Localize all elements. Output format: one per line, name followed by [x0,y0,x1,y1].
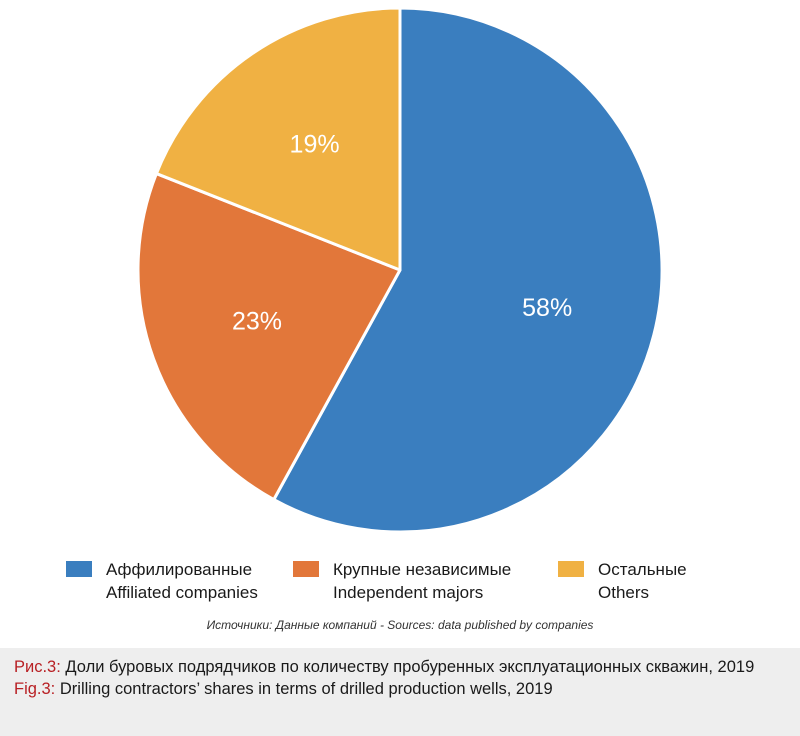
caption-ru: Рис.3: Доли буровых подрядчиков по колич… [14,656,790,678]
pie-label-others: 19% [290,130,340,158]
caption-ru-text: Доли буровых подрядчиков по количеству п… [65,658,755,676]
legend-label-en: Others [598,583,650,602]
legend-text-affiliated: Аффилированные Affiliated companies [106,558,258,604]
pie-slice-affiliated [272,6,664,534]
legend-text-independent: Крупные независимые Independent majors [333,558,511,604]
caption-en-text: Drilling contractors’ shares in terms of… [59,680,553,698]
caption-en-label: Fig.3: [14,680,56,698]
figure-caption: Рис.3: Доли буровых подрядчиков по колич… [0,648,800,736]
legend-swatch-affiliated [66,561,92,577]
legend-text-others: Остальные Others [598,558,687,604]
pie-label-affiliated: 58% [522,294,572,322]
legend-swatch-independent [293,561,319,577]
pie-chart: 58% 23% 19% [136,6,664,534]
caption-en: Fig.3: Drilling contractors’ shares in t… [14,678,790,700]
legend-label-ru: Остальные [598,560,687,579]
pie-slice-others [154,6,402,272]
legend: Аффилированные Affiliated companies Круп… [0,558,800,608]
legend-label-en: Independent majors [333,583,484,602]
pie-label-independent: 23% [232,307,282,335]
caption-ru-label: Рис.3: [14,658,61,676]
legend-label-en: Affiliated companies [106,583,258,602]
legend-label-ru: Крупные независимые [333,560,512,579]
legend-swatch-others [558,561,584,577]
legend-label-ru: Аффилированные [106,560,253,579]
source-note: Источники: Данные компаний - Sources: da… [206,618,594,632]
pie-slice-independent [136,172,402,502]
